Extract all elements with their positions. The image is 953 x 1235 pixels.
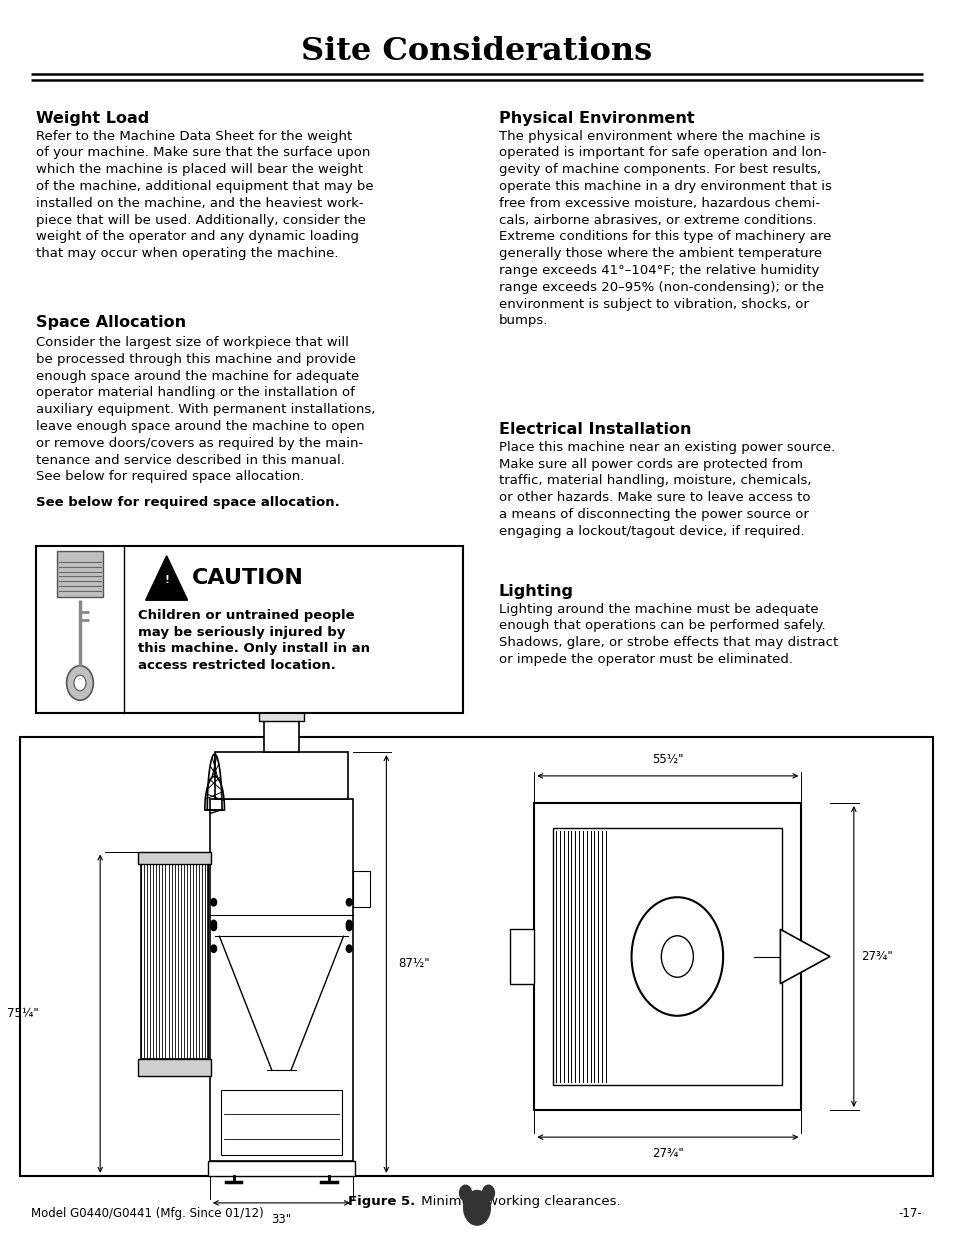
Text: Refer to the Machine Data Sheet for the weight
of your machine. Make sure that t: Refer to the Machine Data Sheet for the … — [36, 130, 374, 261]
Circle shape — [74, 676, 86, 690]
Text: Space Allocation: Space Allocation — [36, 315, 186, 330]
Text: 27¾": 27¾" — [651, 1147, 683, 1160]
Text: Place this machine near an existing power source.
Make sure all power cords are : Place this machine near an existing powe… — [498, 441, 834, 538]
Text: Weight Load: Weight Load — [36, 111, 150, 126]
Bar — [20, 737, 932, 1176]
Circle shape — [211, 924, 216, 931]
Circle shape — [482, 1186, 494, 1200]
Text: 27¾": 27¾" — [861, 950, 892, 963]
Text: Physical Environment: Physical Environment — [498, 111, 694, 126]
Text: 75¼": 75¼" — [7, 1007, 38, 1020]
Bar — [258, 709, 304, 721]
Bar — [138, 851, 211, 863]
Bar — [553, 827, 781, 1086]
Text: Site Considerations: Site Considerations — [301, 36, 652, 68]
Circle shape — [346, 899, 352, 906]
Bar — [353, 871, 370, 908]
Circle shape — [346, 945, 352, 952]
Text: The physical environment where the machine is
operated is important for safe ope: The physical environment where the machi… — [498, 130, 831, 327]
Text: Children or untrained people
may be seriously injured by
this machine. Only inst: Children or untrained people may be seri… — [138, 609, 370, 672]
Text: 87½": 87½" — [397, 957, 429, 971]
Circle shape — [346, 920, 352, 927]
Bar — [510, 929, 534, 983]
Bar — [208, 1161, 355, 1176]
Polygon shape — [780, 930, 829, 983]
Circle shape — [211, 920, 216, 927]
Bar — [264, 721, 298, 752]
Circle shape — [631, 898, 722, 1015]
Text: !: ! — [164, 576, 169, 585]
Text: Minimum working clearances.: Minimum working clearances. — [416, 1195, 619, 1209]
Text: 33": 33" — [271, 1213, 292, 1226]
Bar — [138, 1060, 211, 1076]
Text: 55½": 55½" — [651, 753, 683, 766]
Bar — [214, 752, 348, 799]
Text: Lighting: Lighting — [498, 584, 574, 599]
Bar — [57, 551, 103, 598]
Text: Model G0440/G0441 (Mfg. Since 01/12): Model G0440/G0441 (Mfg. Since 01/12) — [31, 1207, 264, 1220]
Text: Lighting around the machine must be adequate
enough that operations can be perfo: Lighting around the machine must be adeq… — [498, 603, 838, 666]
Circle shape — [346, 924, 352, 931]
Circle shape — [211, 899, 216, 906]
Text: See below for required space allocation.: See below for required space allocation. — [36, 496, 339, 510]
Circle shape — [459, 1186, 471, 1200]
Bar — [141, 863, 208, 1060]
Polygon shape — [146, 556, 188, 600]
Circle shape — [463, 1191, 490, 1225]
Circle shape — [211, 945, 216, 952]
Text: CAUTION: CAUTION — [192, 568, 303, 588]
Circle shape — [660, 936, 693, 977]
Text: Figure 5.: Figure 5. — [348, 1195, 415, 1209]
Text: -17-: -17- — [898, 1207, 922, 1220]
Text: Consider the largest size of workpiece that will
be processed through this machi: Consider the largest size of workpiece t… — [36, 336, 375, 483]
Circle shape — [67, 666, 93, 700]
Bar — [534, 803, 801, 1110]
Bar — [210, 799, 353, 1161]
Bar — [221, 1089, 341, 1155]
Text: Electrical Installation: Electrical Installation — [498, 422, 691, 437]
Bar — [36, 546, 462, 713]
